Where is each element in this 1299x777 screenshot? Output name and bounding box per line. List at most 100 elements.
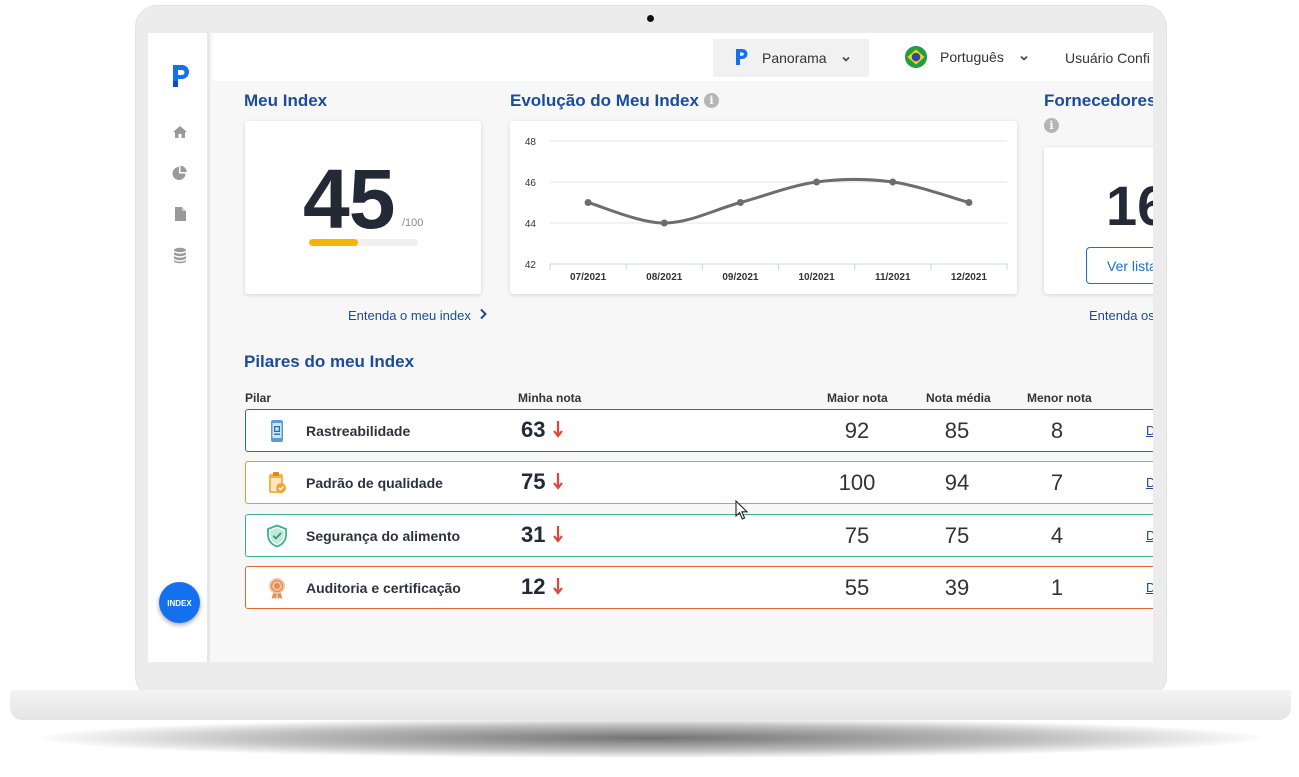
pilar-name: Padrão de qualidade [306,475,443,491]
menor-nota-value: 8 [1050,418,1064,443]
data-point [584,199,592,206]
meu-index-value: 45 [303,152,395,246]
meu-index-progress-fill [309,239,359,246]
ver-lista-button[interactable]: Ver lista [1086,247,1153,284]
sidebar: INDEX [148,33,210,662]
meu-index-title: Meu Index [244,91,328,110]
menor-nota-value: 1 [1050,575,1064,600]
minha-nota-value: 63 [521,417,546,442]
table-row[interactable]: Segurança do alimento 31 75 75 4 D [245,514,1153,557]
brand-logo-icon[interactable] [171,63,191,89]
meu-index-progress [309,239,418,246]
detalhes-link[interactable]: D [1146,528,1153,543]
arrow-down-icon [553,473,563,490]
app-switcher-dropdown[interactable]: Panorama [713,39,869,77]
laptop-base [10,690,1291,720]
maior-nota-value: 92 [844,418,870,443]
pilar-name: Auditoria e certificação [306,580,461,596]
maior-nota-value: 55 [844,575,870,600]
pilar-name: Segurança do alimento [306,528,461,544]
evolucao-title-text: Evolução do Meu Index [510,91,699,110]
evolucao-line-chart: 42 44 46 48 07/2021 08/2021 09/2021 10/2021 11/2… [525,137,1008,283]
series-line [587,177,970,225]
chevron-right-icon [480,308,487,320]
nota-media-value: 94 [944,470,970,495]
index-fab-button[interactable]: INDEX [159,582,200,623]
maior-nota-value: 75 [844,523,870,548]
data-point [889,178,897,186]
topbar: Panorama Português Usuário Confi [213,33,1153,81]
y-tick-label: 42 [525,260,537,271]
chevron-down-icon [842,56,850,62]
data-point [965,199,973,206]
table-row[interactable]: Auditoria e certificação 12 55 39 1 D [245,566,1153,609]
y-tick-label: 48 [525,137,537,148]
document-icon[interactable] [171,205,189,223]
mouse-cursor-icon [735,500,749,520]
table-row[interactable]: Padrão de qualidade 75 100 94 7 D [245,461,1153,504]
entenda-meu-index-label: Entenda o meu index [348,308,471,323]
meu-index-card: 45 /100 [245,121,481,294]
language-selector[interactable]: Português [940,49,1004,65]
data-point [736,199,744,206]
col-header-minha-nota: Minha nota [518,391,582,405]
info-icon[interactable]: i [703,93,719,108]
data-point [660,219,668,227]
entenda-fornecedores-link[interactable]: Entenda os [1089,308,1153,323]
minha-nota-value: 75 [521,469,546,494]
brazil-flag-icon [905,46,927,68]
pilar-name: Rastreabilidade [306,423,411,439]
x-tick-label: 07/2021 [570,272,607,283]
detalhes-link[interactable]: D [1146,475,1153,490]
x-tick-label: 11/2021 [875,272,911,283]
fornecedores-value: 16 [1106,174,1153,237]
brand-p-icon [736,49,748,65]
pilares-title: Pilares do meu Index [244,352,415,371]
chevron-down-icon[interactable] [1019,53,1029,63]
phone-scan-icon [271,420,283,442]
database-icon[interactable] [171,246,189,264]
fornecedores-card: 16 Ver lista [1044,147,1153,294]
arrow-down-icon [553,421,563,438]
minha-nota-value: 12 [521,574,546,599]
evolucao-title: Evolução do Meu Index i [510,91,719,111]
evolucao-chart-card: 42 44 46 48 07/2021 08/2021 09/2021 10/2021 11/2… [510,121,1017,294]
home-icon[interactable] [171,123,189,141]
menor-nota-value: 4 [1050,523,1064,548]
clipboard-check-icon [269,472,286,493]
certificate-seal-icon [269,578,285,600]
app-switcher-label: Panorama [762,50,827,66]
entenda-meu-index-link[interactable]: Entenda o meu index [348,308,488,323]
index-fab-label: INDEX [167,599,192,608]
menor-nota-value: 7 [1050,470,1064,495]
data-point [813,178,821,186]
detalhes-link[interactable]: D [1146,423,1153,438]
user-menu[interactable]: Usuário Confi [1065,50,1150,66]
col-header-menor-nota: Menor nota [1027,391,1092,405]
x-tick-label: 09/2021 [722,272,759,283]
x-tick-label: 10/2021 [799,272,836,283]
laptop-shadow [40,718,1261,758]
arrow-down-icon [553,578,563,595]
nota-media-value: 85 [944,418,970,443]
maior-nota-value: 100 [838,470,876,495]
app-screen: INDEX Panorama [148,33,1153,662]
pie-chart-icon[interactable] [171,164,189,182]
nota-media-value: 39 [944,575,970,600]
arrow-down-icon [553,526,563,543]
fornecedores-title: Fornecedores [1044,91,1153,110]
x-tick-label: 08/2021 [646,272,683,283]
meu-index-max: /100 [402,217,424,229]
info-icon[interactable]: i [1044,118,1059,133]
minha-nota-value: 31 [521,522,546,547]
col-header-nota-media: Nota média [926,391,991,405]
y-tick-label: 46 [525,178,537,189]
table-row[interactable]: Rastreabilidade 63 92 85 8 D [245,409,1153,452]
nota-media-value: 75 [944,523,970,548]
col-header-maior-nota: Maior nota [827,391,888,405]
x-tick-label: 12/2021 [951,272,988,283]
detalhes-link[interactable]: D [1146,580,1153,595]
col-header-pilar: Pilar [245,391,272,405]
y-tick-label: 44 [525,219,537,230]
